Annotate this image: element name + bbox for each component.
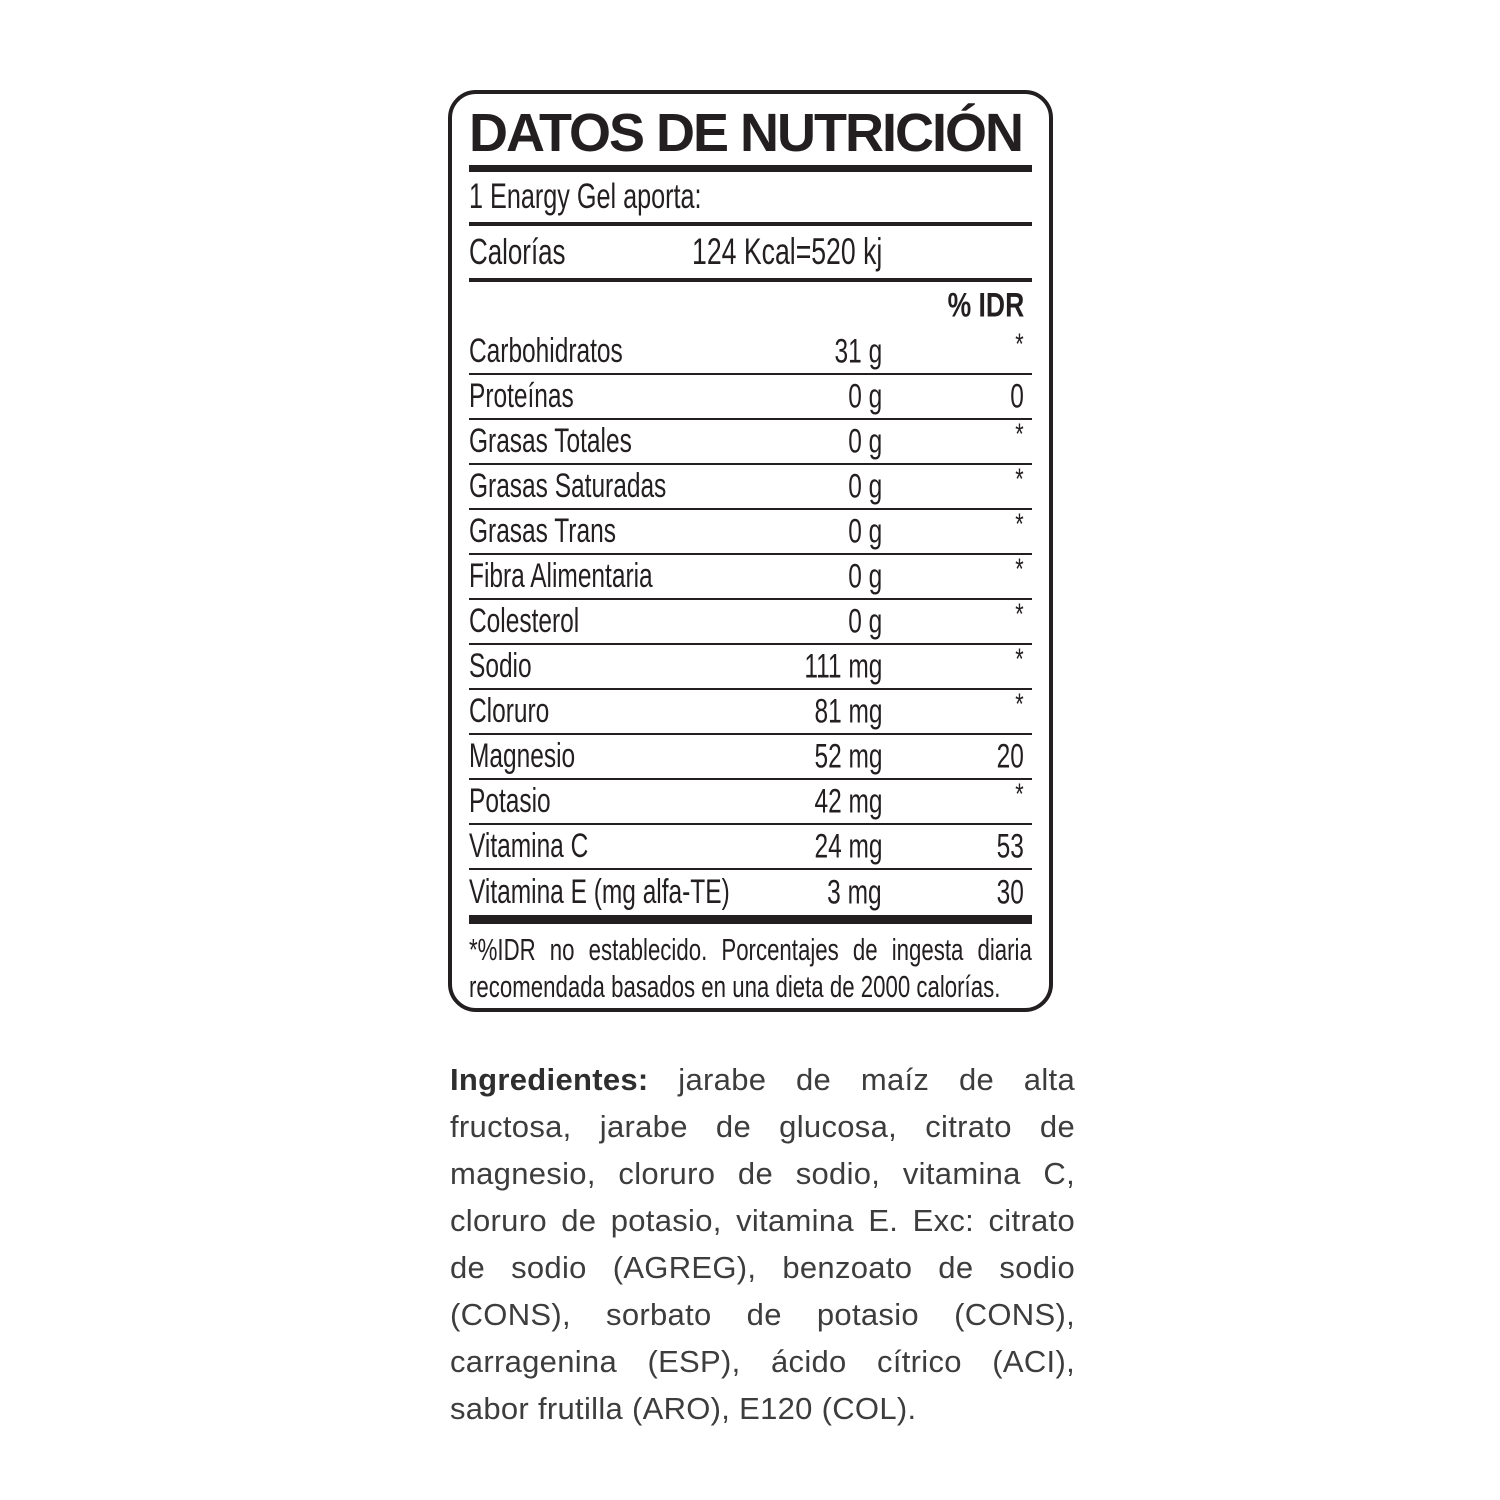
nutrient-amount: 0 g — [847, 602, 882, 640]
idr-header-row: % IDR — [469, 282, 1032, 330]
nutrient-label: Grasas Trans — [469, 512, 616, 550]
nutrient-amount: 0 g — [847, 557, 882, 595]
table-row: Vitamina C 24 mg 53 — [469, 825, 1032, 870]
ingredients-label: Ingredientes: — [450, 1062, 649, 1097]
nutrient-idr-value: * — [1015, 463, 1024, 496]
table-row: Colesterol 0 g * — [469, 598, 1032, 645]
nutrient-idr-value: * — [1015, 598, 1024, 631]
serving-text: 1 Enargy Gel aporta: — [469, 177, 702, 216]
nutrient-label: Cloruro — [469, 692, 550, 730]
bottom-thick-rule — [469, 915, 1032, 924]
title-rule — [469, 165, 1032, 172]
table-row: Fibra Alimentaria 0 g * — [469, 553, 1032, 600]
nutrient-label: Proteínas — [469, 377, 574, 415]
table-row: Proteínas 0 g 0 — [469, 375, 1032, 420]
nutrient-label: Vitamina E (mg alfa-TE) — [469, 873, 730, 911]
nutrient-amount: 52 mg — [813, 737, 882, 775]
ingredients-paragraph: Ingredientes: jarabe de maíz de alta fru… — [450, 1056, 1075, 1432]
table-row: Cloruro 81 mg * — [469, 688, 1032, 735]
nutrient-amount: 111 mg — [803, 647, 882, 685]
nutrient-amount: 81 mg — [813, 692, 882, 730]
table-row: Carbohidratos 31 g * — [469, 328, 1032, 375]
table-row: Potasio 42 mg * — [469, 778, 1032, 825]
nutrient-label: Potasio — [469, 782, 551, 820]
nutrient-label: Carbohidratos — [469, 332, 623, 370]
ingredients-text: jarabe de maíz de alta fructosa, jarabe … — [450, 1062, 1075, 1426]
nutrient-idr-value: 0 — [1010, 377, 1024, 415]
nutrient-amount: 0 g — [847, 467, 882, 505]
table-row: Vitamina E (mg alfa-TE) 3 mg 30 — [469, 870, 1032, 915]
nutrient-idr-value: * — [1015, 778, 1024, 811]
nutrient-idr-value: * — [1015, 688, 1024, 721]
footnote: *%IDR no establecido. Porcentajes de ing… — [469, 924, 1032, 1005]
nutrient-amount: 0 g — [847, 512, 882, 550]
nutrient-idr-value: * — [1015, 643, 1024, 676]
nutrient-idr-value: 20 — [996, 737, 1024, 775]
nutrient-amount: 24 mg — [813, 827, 882, 865]
nutrient-amount: 0 g — [847, 377, 882, 415]
nutrient-amount: 42 mg — [813, 782, 882, 820]
divider-rule — [469, 222, 1032, 226]
footnote-text: *%IDR no establecido. Porcentajes de ing… — [469, 932, 1032, 1004]
nutrient-label: Colesterol — [469, 602, 580, 640]
panel-title: DATOS DE NUTRICIÓN — [469, 103, 1024, 163]
nutrient-label: Fibra Alimentaria — [469, 557, 653, 595]
calories-value: 124 Kcal=520 kj — [691, 231, 882, 272]
table-row: Grasas Totales 0 g * — [469, 418, 1032, 465]
nutrient-idr-value: * — [1015, 328, 1024, 361]
nutrition-facts-panel: DATOS DE NUTRICIÓN 1 Enargy Gel aporta: … — [448, 90, 1053, 1012]
nutrient-label: Magnesio — [469, 737, 576, 775]
nutrient-label: Vitamina C — [469, 827, 589, 865]
calories-row: Calorías 124 Kcal=520 kj — [469, 226, 1032, 278]
serving-row: 1 Enargy Gel aporta: — [469, 172, 1032, 222]
nutrient-idr-value: 30 — [996, 873, 1024, 911]
idr-header: % IDR — [947, 286, 1024, 325]
table-row: Magnesio 52 mg 20 — [469, 735, 1032, 780]
nutrient-table: Carbohidratos 31 g * Proteínas 0 g 0 Gra… — [469, 328, 1032, 915]
nutrient-idr-value: 53 — [996, 827, 1024, 865]
nutrient-idr-value: * — [1015, 418, 1024, 451]
nutrient-idr-value: * — [1015, 508, 1024, 541]
nutrient-idr-value: * — [1015, 553, 1024, 586]
calories-label: Calorías — [469, 231, 566, 272]
nutrient-label: Grasas Saturadas — [469, 467, 667, 505]
nutrient-amount: 0 g — [847, 422, 882, 460]
table-row: Sodio 111 mg * — [469, 643, 1032, 690]
table-row: Grasas Trans 0 g * — [469, 508, 1032, 555]
nutrient-amount: 3 mg — [827, 873, 882, 911]
table-row: Grasas Saturadas 0 g * — [469, 463, 1032, 510]
nutrient-amount: 31 g — [834, 332, 882, 370]
nutrient-label: Grasas Totales — [469, 422, 632, 460]
nutrient-label: Sodio — [469, 647, 532, 685]
divider-rule — [469, 278, 1032, 282]
